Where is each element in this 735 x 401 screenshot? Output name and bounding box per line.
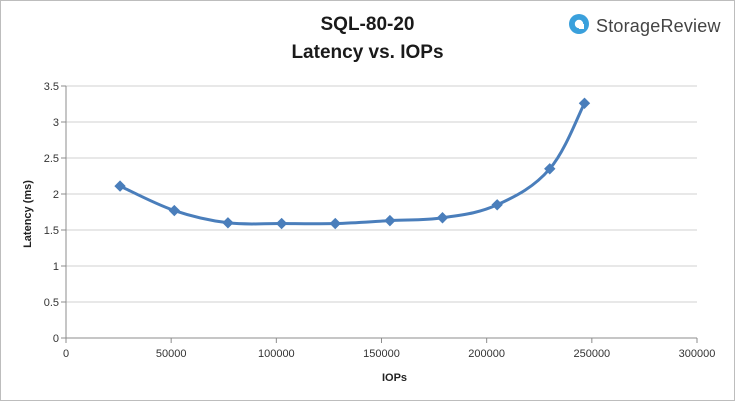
x-tick-label: 150000 xyxy=(363,348,400,360)
y-axis-title: Latency (ms) xyxy=(22,180,34,248)
data-point-marker xyxy=(222,217,234,229)
y-tick-label: 0 xyxy=(53,333,59,345)
x-axis-title: IOPs xyxy=(382,372,407,384)
data-point-marker xyxy=(275,217,288,230)
y-tick-label: 3 xyxy=(53,117,59,129)
y-tick-label: 3.5 xyxy=(44,81,59,93)
data-point-marker xyxy=(114,180,126,192)
y-tick-label: 1 xyxy=(53,261,59,273)
data-point-marker xyxy=(168,204,181,217)
storagereview-logo: StorageReview xyxy=(568,13,721,40)
chart-title-line2: Latency vs. IOPs xyxy=(291,42,444,63)
data-point-marker xyxy=(384,214,396,227)
y-tick-label: 2.5 xyxy=(44,153,59,165)
x-tick-label: 300000 xyxy=(679,348,716,360)
chart-title-line1: SQL-80-20 xyxy=(320,14,415,35)
y-tick-label: 2 xyxy=(53,189,59,201)
y-tick-label: 0.5 xyxy=(44,297,59,309)
x-tick-label: 200000 xyxy=(468,348,505,360)
x-tick-label: 50000 xyxy=(156,348,187,360)
x-tick-label: 0 xyxy=(63,348,69,360)
x-tick-label: 100000 xyxy=(258,348,295,360)
storagereview-logo-icon xyxy=(568,13,590,40)
data-point-marker xyxy=(491,199,503,211)
data-point-marker xyxy=(436,212,449,224)
logo-text: StorageReview xyxy=(596,15,721,36)
series-line xyxy=(118,101,586,226)
data-point-marker xyxy=(544,163,556,175)
y-tick-label: 1.5 xyxy=(44,225,59,237)
data-point-marker xyxy=(329,217,341,230)
data-point-marker xyxy=(578,97,591,109)
x-tick-label: 250000 xyxy=(573,348,610,360)
